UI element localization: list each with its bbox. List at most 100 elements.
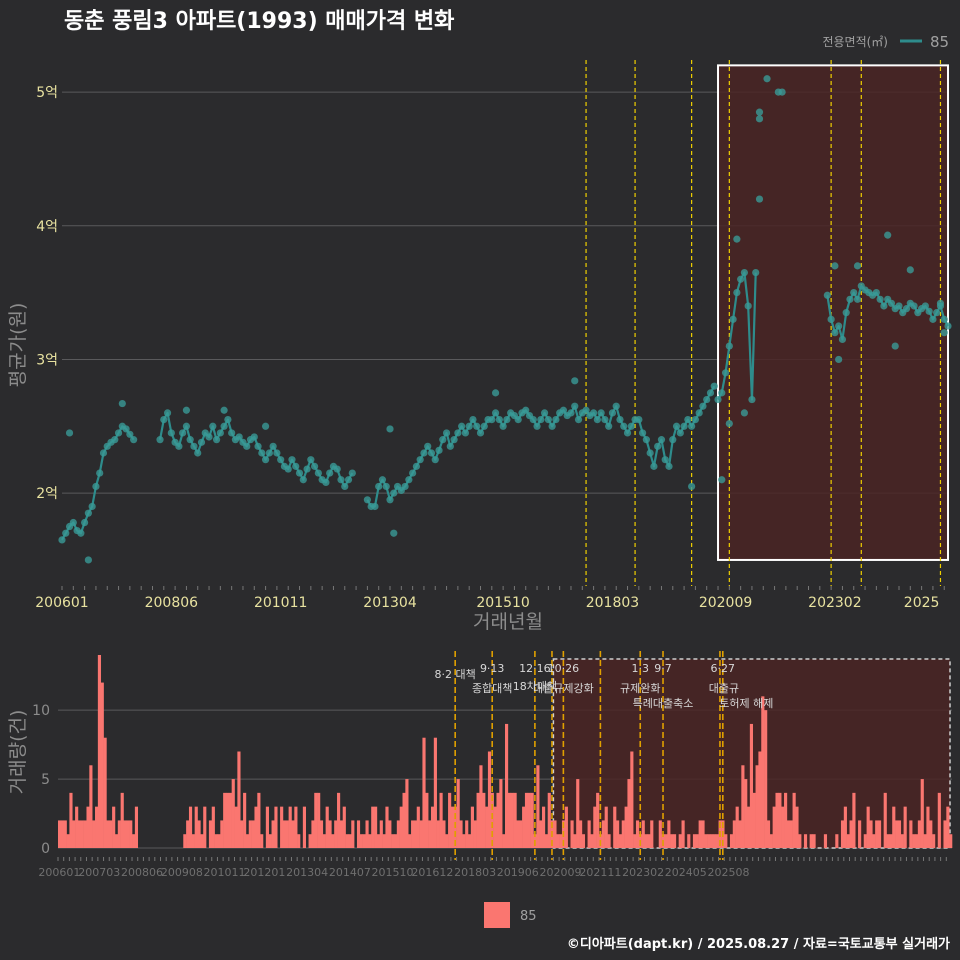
volume-bar <box>872 834 876 848</box>
price-point <box>465 422 473 430</box>
price-point <box>390 529 398 537</box>
price-point <box>846 295 854 303</box>
volume-bar <box>126 820 130 848</box>
price-point <box>190 442 198 450</box>
volume-bar <box>895 820 899 848</box>
price-point <box>307 456 315 464</box>
volume-bar <box>724 834 728 848</box>
volume-bar <box>362 834 366 848</box>
volume-bar <box>95 806 99 848</box>
volume-bar <box>467 834 472 848</box>
price-point <box>646 449 654 457</box>
volume-bar <box>191 834 195 848</box>
volume-bar <box>391 834 395 848</box>
price-point <box>488 415 496 424</box>
volume-bar <box>331 834 335 848</box>
volume-bar <box>735 806 739 848</box>
volume-bar <box>482 792 486 848</box>
volume-bar <box>858 820 862 848</box>
price-point <box>156 436 164 444</box>
price-point <box>672 422 681 430</box>
volume-bar <box>103 737 107 848</box>
volume-bar <box>359 834 363 848</box>
volume-x-tick-label-7: 201407 <box>329 866 371 879</box>
volume-bar <box>470 806 474 848</box>
price-point <box>872 289 880 297</box>
volume-bar <box>564 806 568 848</box>
volume-x-tick-label-1: 200703 <box>78 866 120 879</box>
volume-bar <box>752 792 756 848</box>
price-point <box>895 302 903 310</box>
volume-bar <box>647 834 651 848</box>
volume-bar <box>337 792 341 848</box>
volume-bar <box>505 723 509 848</box>
volume-bar <box>729 834 734 848</box>
policy-annotation-date-6: 6·27 <box>711 662 736 675</box>
volume-bar <box>80 820 84 848</box>
volume-bar <box>302 806 307 848</box>
price-point <box>714 395 722 404</box>
volume-bar <box>715 834 719 848</box>
price-point <box>853 295 862 303</box>
volume-bar <box>513 792 517 848</box>
price-point <box>446 442 454 450</box>
price-point <box>925 307 933 315</box>
volume-x-tick-label-5: 201201 <box>243 866 285 879</box>
volume-bar <box>123 820 127 848</box>
price-point <box>623 429 632 437</box>
volume-bar <box>596 792 600 848</box>
volume-bar <box>712 834 716 848</box>
price-point <box>220 406 228 414</box>
volume-bar <box>900 834 904 848</box>
volume-bar <box>393 834 398 848</box>
volume-bar <box>225 792 230 848</box>
price-point <box>390 489 398 497</box>
volume-bar <box>234 806 238 848</box>
volume-bar <box>459 820 463 848</box>
price-point <box>288 456 296 464</box>
price-point <box>348 469 356 477</box>
volume-bar <box>462 834 466 848</box>
volume-bar <box>86 806 90 848</box>
volume-bar <box>294 806 298 848</box>
price-x-tick-label-6: 202009 <box>699 595 752 611</box>
price-point <box>495 415 503 424</box>
volume-bar <box>265 806 269 848</box>
volume-bar <box>875 820 879 848</box>
volume-bar <box>194 806 198 848</box>
volume-x-tick-label-8: 201510 <box>372 866 414 879</box>
volume-bar <box>220 820 224 848</box>
price-x-tick-label-7: 202302 <box>808 595 861 611</box>
price-point <box>744 302 752 310</box>
volume-bar <box>633 834 637 848</box>
price-point <box>491 389 500 397</box>
price-point <box>552 415 560 424</box>
volume-bar <box>897 820 902 848</box>
volume-bar <box>709 834 714 848</box>
price-point <box>326 469 334 477</box>
volume-bar <box>356 820 361 848</box>
price-point <box>269 442 277 450</box>
volume-x-tick-label-2: 200806 <box>121 866 163 879</box>
price-point <box>197 438 206 446</box>
volume-bar <box>456 779 460 848</box>
price-y-tick-label-3: 5억 <box>36 85 58 101</box>
volume-bar <box>493 806 497 848</box>
legend-label: 85 <box>930 33 949 51</box>
volume-bar <box>371 806 375 848</box>
volume-bar <box>428 820 432 848</box>
volume-bar <box>479 765 483 848</box>
price-point <box>378 476 387 484</box>
volume-bar <box>866 806 870 848</box>
price-point <box>258 449 266 457</box>
volume-bar <box>114 834 119 848</box>
volume-bar <box>607 834 611 848</box>
price-point <box>386 496 394 504</box>
policy-annotation-date-3: 10·26 <box>548 662 580 675</box>
price-point <box>721 369 730 377</box>
price-point <box>620 422 628 430</box>
price-point <box>491 409 500 417</box>
price-point <box>284 465 292 473</box>
volume-bar <box>228 792 232 848</box>
